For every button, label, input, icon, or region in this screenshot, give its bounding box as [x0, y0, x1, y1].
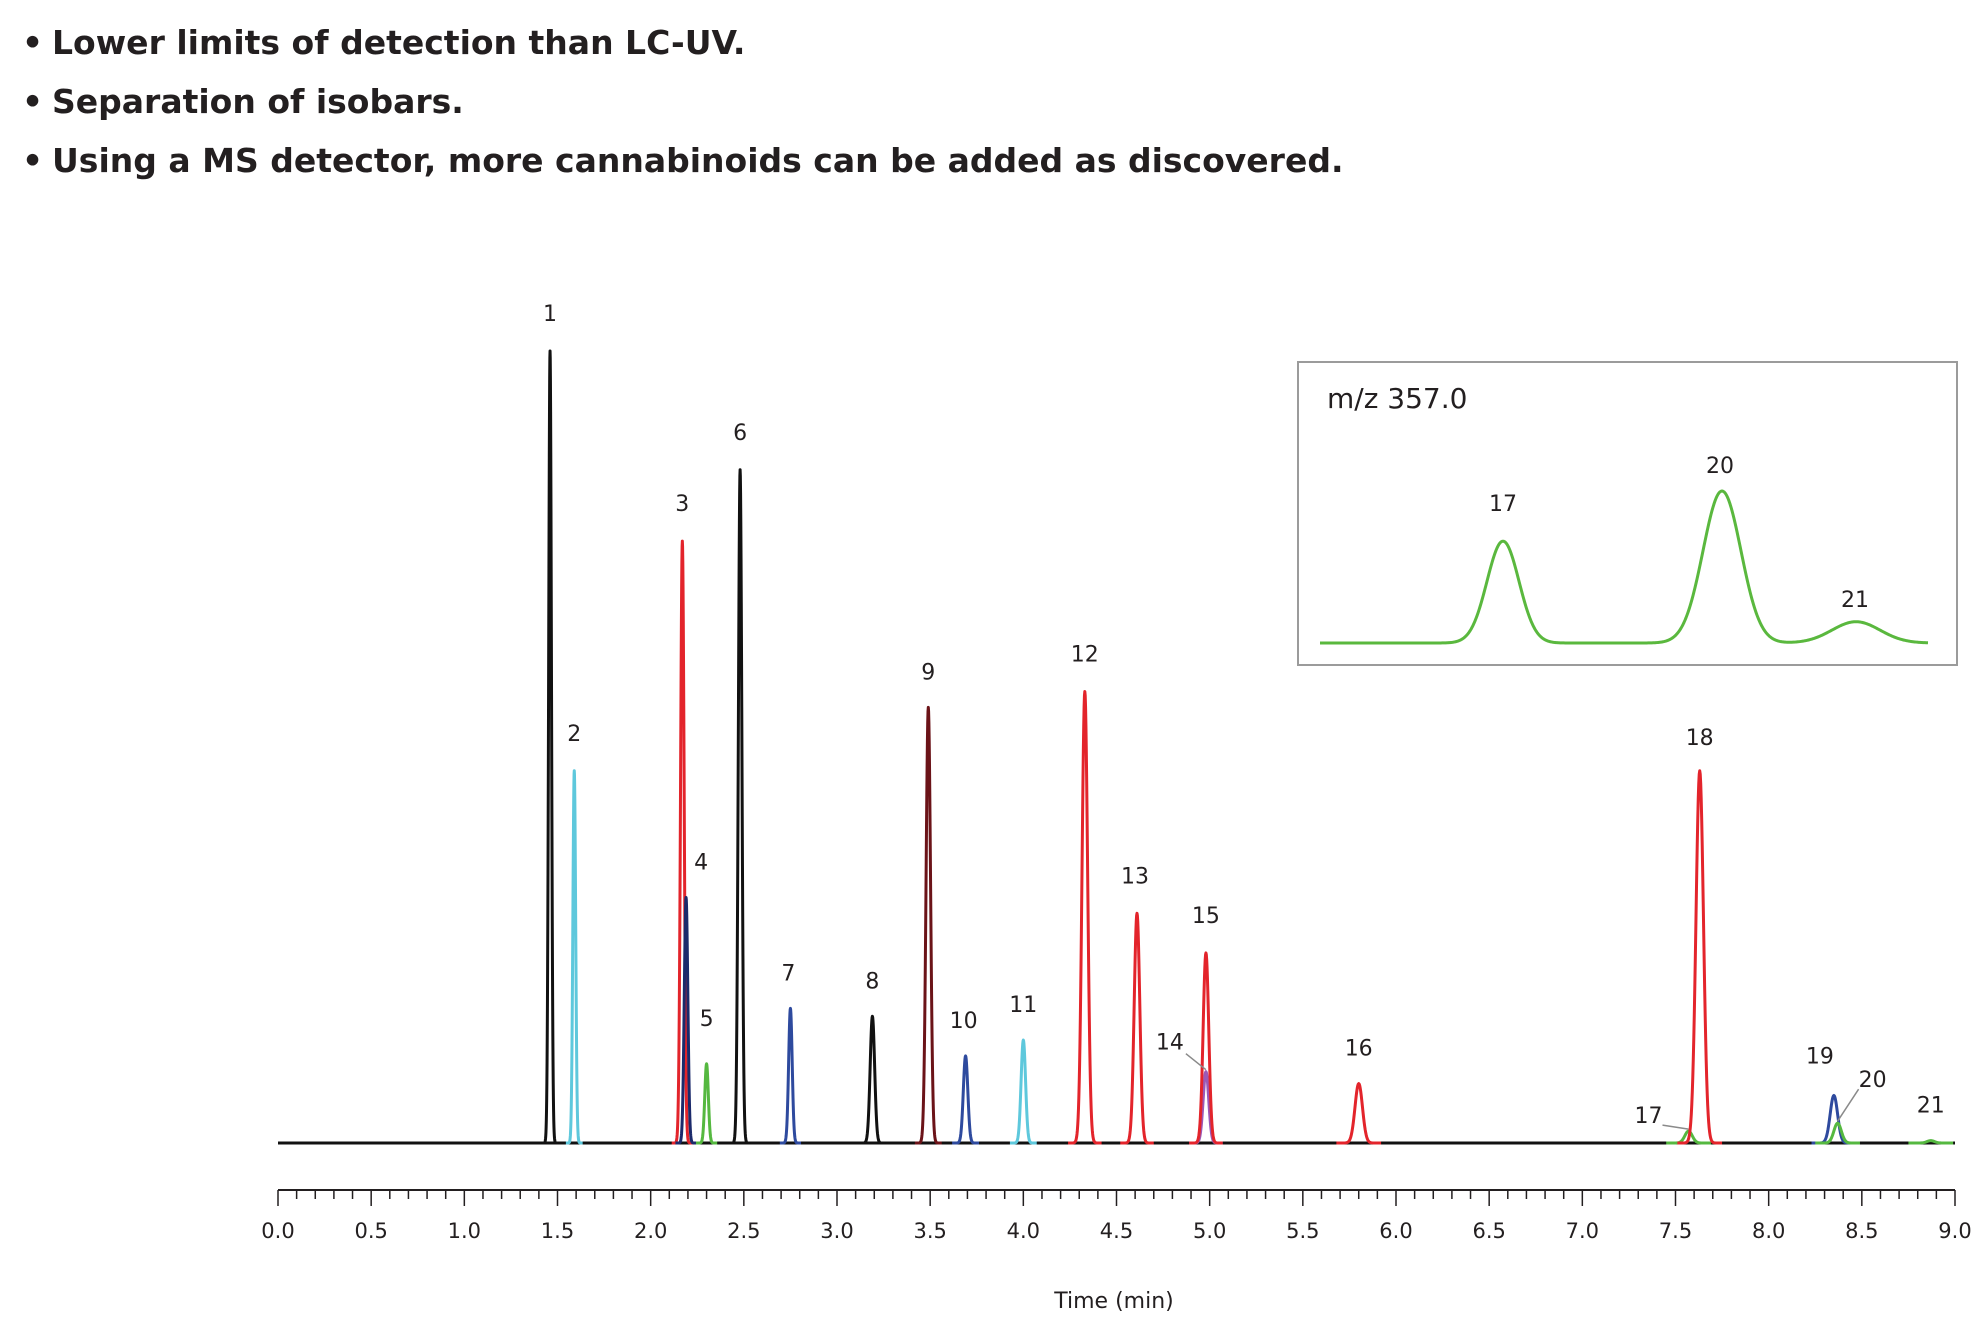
x-tick-label: 4.0: [1007, 1219, 1040, 1243]
bullet-text: Using a MS detector, more cannabinoids c…: [52, 141, 1344, 180]
x-tick-label: 5.0: [1193, 1219, 1226, 1243]
x-tick-label: 1.0: [448, 1219, 481, 1243]
x-tick-label: 2.5: [727, 1219, 760, 1243]
peak-label-4: 4: [694, 851, 708, 876]
peak-18-trace: [1676, 769, 1724, 1145]
peak-14-trace: [1188, 1070, 1224, 1145]
peak-label-7: 7: [781, 961, 795, 986]
x-tick-label: 0.5: [354, 1219, 387, 1243]
inset-trace: [1319, 489, 1929, 645]
bullet-item: • Separation of isobars.: [22, 77, 1344, 136]
x-tick-label: 1.5: [541, 1219, 574, 1243]
bullet-list: • Lower limits of detection than LC-UV. •…: [22, 18, 1344, 195]
leader-line-14: [1185, 1053, 1207, 1071]
x-axis: 0.0 0.5 1.0 1.5 2.0 2.5 3.0 3.5 4.0 4.5 5.0 5.5 6.0 6…: [261, 1189, 1972, 1243]
peak-15-trace: [1188, 951, 1224, 1145]
bullet-dot: •: [22, 82, 44, 121]
x-tick-label: 6.5: [1472, 1219, 1505, 1243]
inset-chart: m/z 357.0 17 20 21: [1297, 361, 1958, 666]
peak-16-trace: [1335, 1082, 1383, 1145]
x-tick-label: 7.5: [1659, 1219, 1692, 1243]
x-tick-label: 3.0: [820, 1219, 853, 1243]
peak-20-trace: [1814, 1121, 1861, 1145]
peak-3-trace: [670, 539, 695, 1145]
bullet-dot: •: [22, 23, 44, 62]
peak-label-13: 13: [1121, 864, 1149, 889]
peak-7-trace: [778, 1006, 803, 1145]
bullet-item: • Lower limits of detection than LC-UV.: [22, 18, 1344, 77]
peak-label-9: 9: [921, 660, 935, 685]
peak-label-16: 16: [1345, 1037, 1373, 1062]
chromatogram-traces: [278, 349, 1955, 1145]
inset-title: m/z 357.0: [1327, 382, 1467, 415]
inset-peak-labels: 17 20 21: [1489, 454, 1869, 613]
peak-label-1: 1: [543, 302, 557, 327]
peak-label-3: 3: [675, 492, 689, 517]
peak-label-12: 12: [1071, 643, 1099, 668]
peak-label-10: 10: [950, 1009, 978, 1034]
peak-5-trace: [694, 1062, 719, 1145]
peak-1-trace: [540, 349, 560, 1145]
peak-9-trace: [913, 705, 943, 1145]
x-tick-label: 4.5: [1100, 1219, 1133, 1243]
bullet-item: • Using a MS detector, more cannabinoids …: [22, 136, 1344, 195]
x-tick-label: 7.0: [1566, 1219, 1599, 1243]
inset-mz-trace: [1319, 489, 1929, 645]
peak-label-18: 18: [1686, 726, 1714, 751]
peak-13-trace: [1119, 911, 1155, 1145]
inset-frame: [1297, 361, 1958, 666]
peak-12-trace: [1066, 690, 1103, 1145]
peak-8-trace: [857, 1014, 888, 1145]
peak-label-8: 8: [865, 969, 879, 994]
peak-4-trace: [674, 895, 698, 1145]
x-tick-label: 8.5: [1845, 1219, 1878, 1243]
leader-line-20: [1836, 1088, 1860, 1122]
x-tick-label: 8.0: [1752, 1219, 1785, 1243]
peak-label-5: 5: [700, 1007, 714, 1032]
x-tick-label: 2.0: [634, 1219, 667, 1243]
x-tick-label: 3.5: [913, 1219, 946, 1243]
bullet-dot: •: [22, 141, 44, 180]
peak-label-14: 14: [1156, 1031, 1184, 1056]
x-tick-label: 9.0: [1938, 1219, 1971, 1243]
x-tick-label: 5.5: [1286, 1219, 1319, 1243]
peak-label-19: 19: [1806, 1045, 1834, 1070]
peak-label-2: 2: [567, 722, 581, 747]
inset-peak-label-17: 17: [1489, 492, 1517, 517]
peak-21-trace: [1907, 1139, 1955, 1145]
inset-peak-label-21: 21: [1841, 588, 1869, 613]
peak-11-trace: [1008, 1038, 1038, 1145]
inset-peak-label-20: 20: [1706, 454, 1734, 479]
bullet-text: Separation of isobars.: [52, 82, 464, 121]
peak-6-trace: [728, 468, 752, 1145]
peak-10-trace: [950, 1054, 981, 1145]
leader-line-17: [1662, 1124, 1689, 1130]
peak-2-trace: [564, 769, 584, 1145]
x-tick-label: 6.0: [1379, 1219, 1412, 1243]
peak-label-11: 11: [1009, 993, 1037, 1018]
peak-label-15: 15: [1192, 904, 1220, 929]
peak-label-21: 21: [1917, 1094, 1945, 1119]
peak-label-20: 20: [1859, 1068, 1887, 1093]
bullet-text: Lower limits of detection than LC-UV.: [52, 23, 746, 62]
x-axis-label: Time (min): [1053, 1289, 1174, 1314]
peak-label-6: 6: [733, 421, 747, 446]
x-tick-label: 0.0: [261, 1219, 294, 1243]
peak-label-17: 17: [1635, 1104, 1663, 1129]
